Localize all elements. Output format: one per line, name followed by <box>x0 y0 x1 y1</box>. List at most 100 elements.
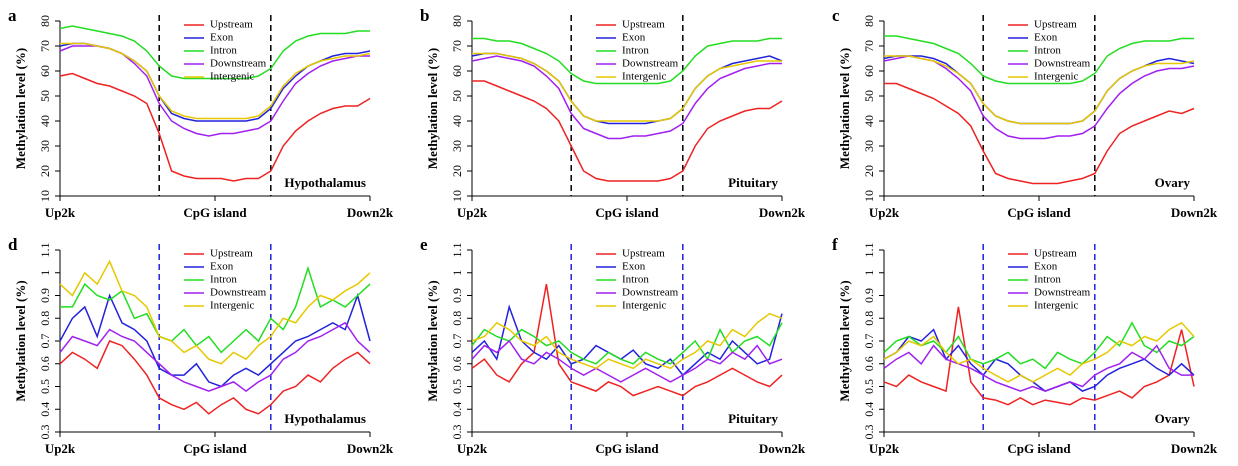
legend-label: Intergenic <box>210 71 255 83</box>
series-line <box>472 80 783 182</box>
y-tick-label: 0.7 <box>862 334 876 349</box>
panel-letter: d <box>8 235 18 254</box>
legend-label: Intron <box>210 45 237 57</box>
legend-label: Intergenic <box>1034 300 1079 312</box>
legend-label: Exon <box>622 261 646 273</box>
legend-label: Downstream <box>622 287 679 299</box>
x-tick-label: CpG island <box>595 205 659 220</box>
y-tick-label: 1 <box>862 270 876 276</box>
x-tick-label: Down2k <box>1171 441 1218 456</box>
legend-label: Intron <box>622 45 649 57</box>
y-tick-label: 0.7 <box>450 334 464 349</box>
legend-label: Upstream <box>622 248 665 260</box>
panel-annotation: Hypothalamus <box>284 411 366 426</box>
y-axis-label: Methylation level (%) <box>13 48 28 169</box>
x-tick-label: Down2k <box>759 205 806 220</box>
y-tick-label: 0.9 <box>862 288 876 303</box>
y-tick-label: 0.3 <box>38 425 52 440</box>
y-tick-label: 0.4 <box>450 402 464 417</box>
y-tick-label: 20 <box>450 165 464 177</box>
legend-label: Upstream <box>1034 19 1077 31</box>
y-tick-label: 0.6 <box>862 356 876 371</box>
y-tick-label: 1 <box>450 270 464 276</box>
series-line <box>884 35 1194 85</box>
legend-label: Exon <box>210 32 234 44</box>
y-tick-label: 80 <box>450 15 464 27</box>
y-tick-label: 0.6 <box>38 356 52 371</box>
series-line <box>883 328 1195 392</box>
x-tick-label: CpG island <box>595 441 659 456</box>
panel-annotation: Pituitary <box>728 175 778 190</box>
legend-label: Intron <box>210 274 237 286</box>
y-tick-label: 40 <box>38 115 52 127</box>
series-line <box>471 312 783 370</box>
y-tick-label: 0.5 <box>450 379 464 394</box>
series-line <box>60 265 371 354</box>
series-line <box>884 55 1195 125</box>
y-tick-label: 1.1 <box>862 243 876 258</box>
legend-label: Exon <box>210 261 234 273</box>
y-axis-label: Methylation level (%) <box>13 280 28 401</box>
series-line <box>60 42 371 120</box>
series-line <box>472 52 782 122</box>
y-tick-label: 40 <box>862 115 876 127</box>
y-tick-label: 60 <box>38 65 52 77</box>
legend-label: Intergenic <box>622 71 667 83</box>
legend-label: Intron <box>1034 45 1061 57</box>
legend-label: Intron <box>622 274 649 286</box>
y-tick-label: 0.5 <box>38 379 52 394</box>
y-tick-label: 80 <box>862 15 876 27</box>
legend-label: Intron <box>1034 274 1061 286</box>
y-tick-label: 60 <box>862 65 876 77</box>
x-tick-label: CpG island <box>183 441 247 456</box>
x-tick-label: Down2k <box>347 441 394 456</box>
y-tick-label: 0.3 <box>862 425 876 440</box>
y-tick-label: 0.8 <box>862 311 876 326</box>
panel-letter: a <box>8 6 17 25</box>
y-tick-label: 10 <box>450 190 464 202</box>
y-tick-label: 0.4 <box>862 402 876 417</box>
y-tick-label: 0.4 <box>38 402 52 417</box>
series-line <box>59 259 371 365</box>
y-axis-label: Methylation level (%) <box>425 48 440 169</box>
y-tick-label: 50 <box>862 90 876 102</box>
series-line <box>883 321 1195 383</box>
series-line <box>884 82 1195 185</box>
x-tick-label: Down2k <box>759 441 806 456</box>
y-tick-label: 10 <box>38 190 52 202</box>
y-tick-label: 0.6 <box>450 356 464 371</box>
series-line <box>59 340 371 415</box>
series-line <box>59 25 370 80</box>
x-tick-label: CpG island <box>1007 441 1071 456</box>
y-axis-label: Methylation level (%) <box>425 280 440 401</box>
y-tick-label: 50 <box>450 90 464 102</box>
x-tick-label: Up2k <box>457 441 488 456</box>
panel: b Methylation level (%) 10 20 30 40 50 60 70 80 Up… <box>420 6 806 220</box>
panel: c Methylation level (%) 10 20 30 40 50 60 70 80 Up… <box>832 6 1218 220</box>
legend-label: Downstream <box>210 58 267 70</box>
y-tick-label: 0.5 <box>862 379 876 394</box>
series-line <box>883 321 1195 370</box>
y-tick-label: 50 <box>38 90 52 102</box>
y-tick-label: 30 <box>862 140 876 152</box>
y-tick-label: 60 <box>450 65 464 77</box>
series-line <box>883 306 1195 406</box>
y-tick-label: 20 <box>38 165 52 177</box>
panel-letter: e <box>420 235 428 254</box>
series-line <box>59 293 371 388</box>
y-tick-label: 30 <box>38 140 52 152</box>
panel: f Methylation level (%) 0.3 0.4 0.5 0.6 0.7 0.8… <box>832 235 1218 456</box>
legend-label: Exon <box>1034 32 1058 44</box>
series-line <box>471 304 783 377</box>
y-tick-label: 0.8 <box>450 311 464 326</box>
x-tick-label: CpG island <box>183 205 247 220</box>
series-line <box>59 72 371 182</box>
y-tick-label: 20 <box>862 165 876 177</box>
series-line <box>471 55 782 140</box>
x-tick-label: Down2k <box>1171 205 1218 220</box>
legend-label: Downstream <box>1034 58 1091 70</box>
y-tick-label: 0.7 <box>38 334 52 349</box>
y-tick-label: 10 <box>862 190 876 202</box>
y-tick-label: 80 <box>38 15 52 27</box>
